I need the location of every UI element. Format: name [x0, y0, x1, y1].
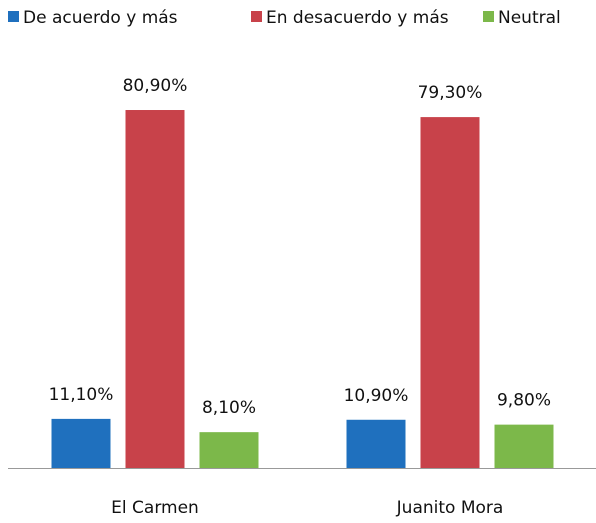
bar	[494, 424, 554, 468]
bar	[125, 110, 185, 468]
legend-swatch	[8, 11, 19, 22]
legend-label: Neutral	[498, 8, 561, 28]
x-tick-label: El Carmen	[111, 498, 199, 518]
x-tick-label: Juanito Mora	[396, 498, 504, 518]
data-label: 11,10%	[49, 385, 114, 405]
legend-label: En desacuerdo y más	[266, 8, 449, 28]
legend-swatch	[483, 11, 494, 22]
legend-label: De acuerdo y más	[23, 8, 178, 28]
legend-swatch	[251, 11, 262, 22]
bar	[51, 418, 111, 468]
bar	[420, 117, 480, 468]
data-label: 10,90%	[344, 386, 409, 406]
bar	[346, 419, 406, 468]
bar	[199, 432, 259, 468]
data-label: 9,80%	[497, 391, 551, 411]
data-label: 80,90%	[123, 76, 188, 96]
data-label: 8,10%	[202, 398, 256, 418]
data-label: 79,30%	[418, 83, 483, 103]
